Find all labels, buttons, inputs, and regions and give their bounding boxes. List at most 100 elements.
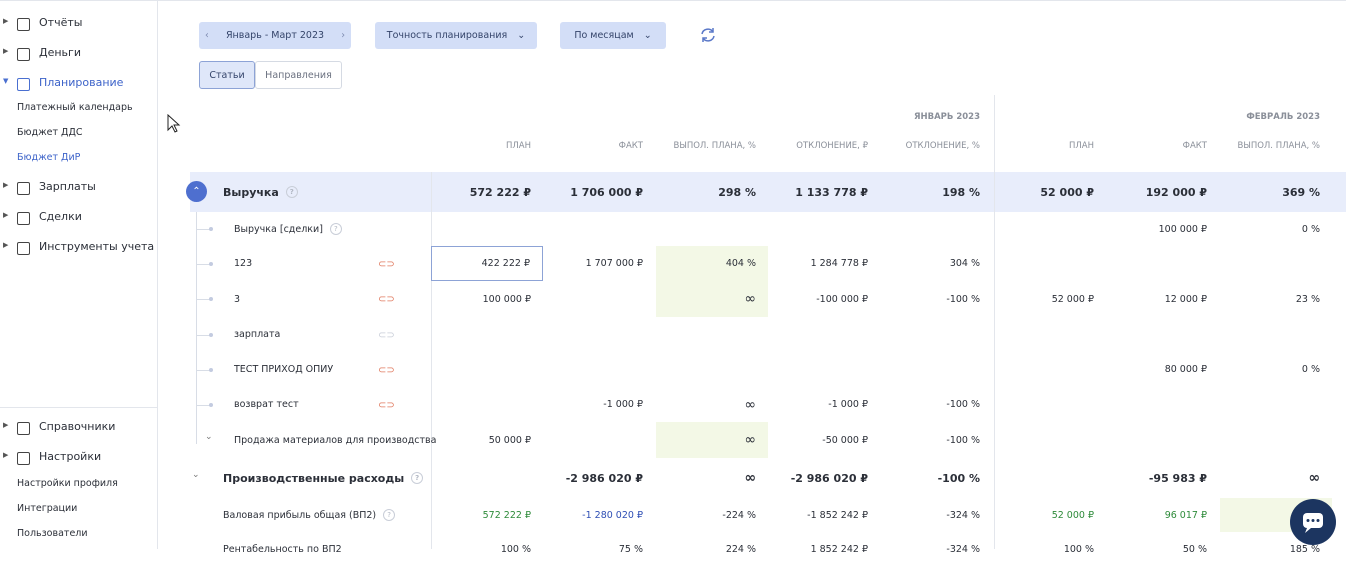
tree-node xyxy=(197,299,211,300)
month-divider xyxy=(994,95,995,549)
link-icon[interactable]: ⊂⊃ xyxy=(378,294,395,305)
row-name: Выручка? xyxy=(223,172,298,212)
tree-node xyxy=(197,369,211,371)
row-name: ТЕСТ ПРИХОД ОПИУ xyxy=(234,364,334,375)
tree-dot xyxy=(209,261,213,266)
row-name: Валовая прибыль общая (ВП2)? xyxy=(223,498,396,532)
table-cell: 298 % xyxy=(718,185,756,199)
grouping-select[interactable]: По месяцам ⌄ xyxy=(560,22,666,49)
expand-arrow: ▶ xyxy=(3,181,9,189)
menu-item[interactable]: Инструменты учета xyxy=(39,240,155,253)
table-cell: -100 % xyxy=(937,471,980,485)
row-name: Выручка [сделки]? xyxy=(234,212,342,246)
menu-icon xyxy=(17,242,30,255)
submenu-item[interactable]: Бюджет ДДС xyxy=(17,127,83,138)
menu-item[interactable]: Настройки xyxy=(39,450,102,463)
table-cell: 224 % xyxy=(725,543,756,555)
menu-icon xyxy=(17,78,30,91)
cell-highlight xyxy=(656,246,768,281)
tree-dot xyxy=(209,297,213,301)
submenu-item[interactable]: Бюджет ДиР xyxy=(17,152,81,163)
help-icon[interactable]: ? xyxy=(411,472,424,484)
collapse-button[interactable]: ⌃ xyxy=(186,181,207,202)
submenu-item[interactable]: Интеграции xyxy=(17,503,78,514)
table-cell: 80 000 ₽ xyxy=(1164,364,1207,375)
link-icon[interactable]: ⊂⊃ xyxy=(378,329,395,341)
table-cell: 1 706 000 ₽ xyxy=(570,185,643,199)
link-icon[interactable]: ⊂⊃ xyxy=(378,364,395,376)
table-cell: 572 222 ₽ xyxy=(469,185,531,199)
table-cell: 96 017 ₽ xyxy=(1164,509,1207,521)
menu-item[interactable]: Планирование xyxy=(39,76,124,89)
tree-dot xyxy=(209,402,213,407)
mouse-cursor xyxy=(167,114,181,133)
sidebar-divider xyxy=(0,407,157,408)
menu-item[interactable]: Деньги xyxy=(39,46,81,59)
accuracy-label: Точность планирования xyxy=(386,30,508,41)
submenu-item[interactable]: Пользователи xyxy=(17,528,88,539)
table-cell: ∞ xyxy=(744,396,756,413)
period-picker[interactable]: ‹ Январь - Март 2023 › xyxy=(199,22,351,49)
menu-icon xyxy=(17,48,30,61)
help-icon[interactable]: ? xyxy=(285,186,298,198)
menu-icon xyxy=(17,422,30,435)
menu-item[interactable]: Справочники xyxy=(39,420,116,433)
table-cell: ∞ xyxy=(744,470,756,486)
refresh-icon[interactable] xyxy=(699,26,717,44)
table-cell: -50 000 ₽ xyxy=(822,434,868,446)
menu-item[interactable]: Отчёты xyxy=(39,16,83,29)
table-cell: -2 986 020 ₽ xyxy=(790,471,868,485)
expand-arrow: ▶ xyxy=(3,241,9,249)
table-cell: -324 % xyxy=(946,509,980,521)
link-icon[interactable]: ⊂⊃ xyxy=(378,258,395,270)
table-cell: ∞ xyxy=(744,432,756,448)
table-cell: 0 % xyxy=(1301,223,1320,235)
table-cell: 100 % xyxy=(500,543,531,555)
table-cell[interactable]: 422 222 ₽ xyxy=(431,246,543,281)
tree-line xyxy=(196,212,197,444)
column-header: ОТКЛОНЕНИЕ, % xyxy=(905,141,980,151)
table-cell: 192 000 ₽ xyxy=(1145,185,1207,199)
expand-arrow: ⌄ xyxy=(192,470,200,480)
table-cell: 100 000 ₽ xyxy=(1158,223,1207,235)
table-cell: 52 000 ₽ xyxy=(1051,293,1094,305)
table-cell: 52 000 ₽ xyxy=(1051,509,1094,521)
chat-button[interactable] xyxy=(1290,499,1336,545)
menu-item[interactable]: Зарплаты xyxy=(39,180,96,193)
table-cell: 50 % xyxy=(1182,543,1207,555)
submenu-item[interactable]: Платежный календарь xyxy=(17,102,133,113)
cell-highlight xyxy=(656,422,768,458)
tab-directions[interactable]: Направления xyxy=(255,61,342,89)
expand-arrow: ▶ xyxy=(3,47,9,55)
table-cell: -1 000 ₽ xyxy=(828,399,868,410)
tab-articles[interactable]: Статьи xyxy=(199,61,255,89)
menu-item[interactable]: Сделки xyxy=(39,210,82,223)
submenu-item[interactable]: Настройки профиля xyxy=(17,478,118,489)
expand-arrow: ▶ xyxy=(3,421,9,429)
tree-node xyxy=(197,229,211,230)
table-cell: 404 % xyxy=(725,258,756,269)
table-cell: ∞ xyxy=(744,291,756,307)
table-cell: 23 % xyxy=(1295,293,1320,305)
row-highlight xyxy=(190,172,1346,212)
period-label: Январь - Март 2023 xyxy=(225,30,325,41)
menu-icon xyxy=(17,18,30,31)
expand-arrow: ▶ xyxy=(3,211,9,219)
link-icon[interactable]: ⊂⊃ xyxy=(378,399,395,411)
accuracy-select[interactable]: Точность планирования ⌄ xyxy=(375,22,537,49)
table-cell: 100 000 ₽ xyxy=(482,293,531,305)
table-cell: -1 000 ₽ xyxy=(603,399,643,410)
expand-arrow: ⌄ xyxy=(205,432,213,442)
help-icon[interactable]: ? xyxy=(383,509,396,521)
row-name: Производственные расходы? xyxy=(223,458,424,498)
table-cell: 50 000 ₽ xyxy=(488,434,531,446)
cell-highlight xyxy=(656,281,768,317)
menu-icon xyxy=(17,212,30,225)
table-cell: 1 133 778 ₽ xyxy=(795,185,868,199)
column-header: ФАКТ xyxy=(1182,141,1207,151)
help-icon[interactable]: ? xyxy=(329,223,342,235)
column-header: ВЫПОЛ. ПЛАНА, % xyxy=(1237,141,1321,151)
table-cell: -100 % xyxy=(946,293,980,305)
